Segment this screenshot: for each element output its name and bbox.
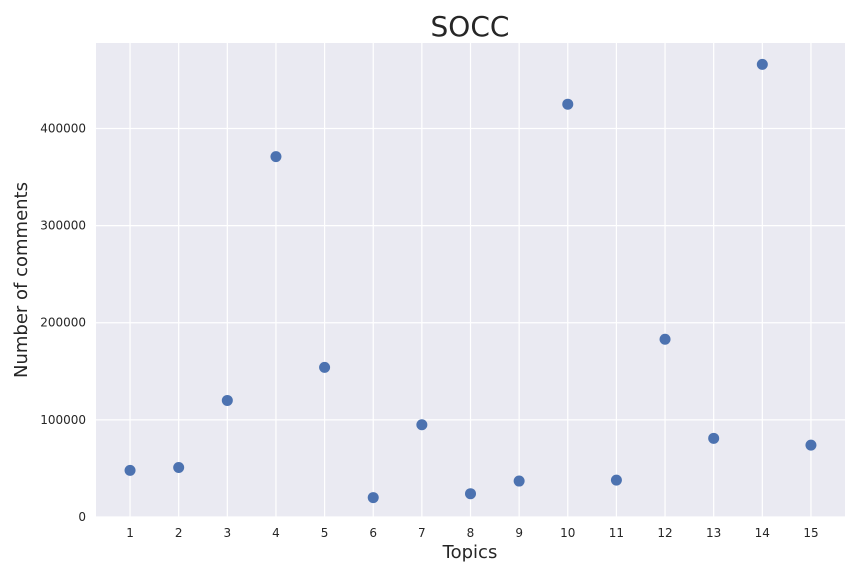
x-tick-label: 15 <box>803 526 818 540</box>
data-point <box>513 475 525 487</box>
x-tick-label: 6 <box>369 526 377 540</box>
x-tick-label: 10 <box>560 526 575 540</box>
data-point <box>756 58 768 70</box>
x-gridlines <box>129 43 812 517</box>
y-tick-label: 200000 <box>40 316 86 330</box>
x-tick-labels: 1 2 3 4 5 6 7 8 9 10 11 12 13 14 15 <box>126 526 818 540</box>
y-gridlines <box>96 127 845 518</box>
chart-title: SOCC <box>431 10 510 43</box>
y-tick-labels: 0 100000 200000 300000 400000 <box>40 121 86 524</box>
x-tick-label: 1 <box>126 526 134 540</box>
x-tick-label: 9 <box>515 526 523 540</box>
x-tick-label: 3 <box>223 526 231 540</box>
x-tick-label: 7 <box>418 526 426 540</box>
data-point <box>805 439 817 451</box>
data-point <box>221 394 233 406</box>
data-points <box>124 58 817 504</box>
data-point <box>416 419 428 431</box>
x-tick-label: 11 <box>609 526 624 540</box>
x-axis-label: Topics <box>442 542 498 563</box>
data-point <box>708 432 720 444</box>
y-axis-label: Number of comments <box>11 182 32 378</box>
data-point <box>319 361 331 373</box>
data-point <box>270 151 282 163</box>
y-tick-label: 400000 <box>40 121 86 135</box>
data-point <box>562 98 574 110</box>
data-point <box>124 464 136 476</box>
x-tick-label: 2 <box>175 526 183 540</box>
data-point <box>173 461 185 473</box>
x-tick-label: 5 <box>321 526 329 540</box>
x-tick-label: 14 <box>755 526 770 540</box>
data-point <box>610 474 622 486</box>
y-tick-label: 0 <box>78 510 86 524</box>
data-point <box>367 492 379 504</box>
x-tick-label: 8 <box>467 526 475 540</box>
x-tick-label: 12 <box>657 526 672 540</box>
x-tick-label: 13 <box>706 526 721 540</box>
y-tick-label: 100000 <box>40 413 86 427</box>
data-point <box>465 488 476 500</box>
x-tick-label: 4 <box>272 526 280 540</box>
data-point <box>659 333 671 345</box>
y-tick-label: 300000 <box>40 219 86 233</box>
